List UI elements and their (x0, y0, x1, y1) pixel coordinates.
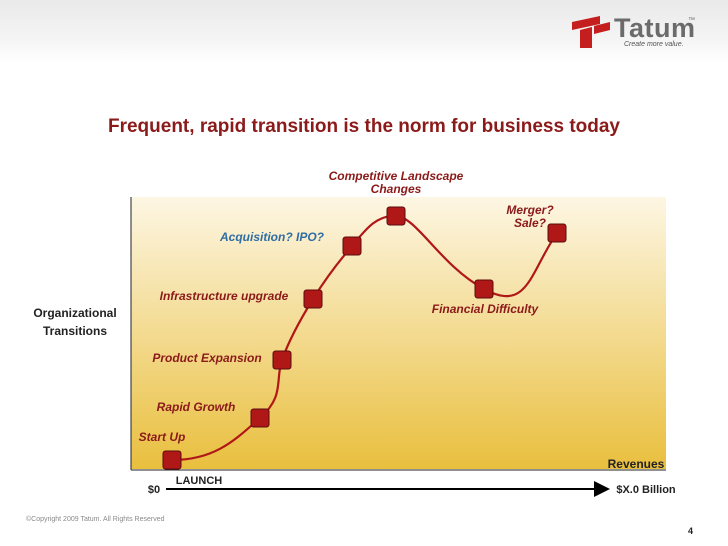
milestone-marker-competitive-landscape (386, 206, 406, 226)
milestone-markers (162, 206, 567, 470)
milestone-label-acquisition-ipo: Acquisition? IPO? (219, 230, 325, 244)
milestone-label-rapid-growth: Rapid Growth (157, 400, 236, 414)
milestone-marker-merger-sale (547, 223, 567, 243)
milestone-marker-acquisition-ipo (342, 236, 362, 256)
slide-title: Frequent, rapid transition is the norm f… (107, 116, 620, 137)
milestone-marker-financial-difficulty (474, 279, 494, 299)
milestone-label-competitive-landscape: Competitive Landscape Changes (329, 169, 464, 196)
milestone-label-financial-difficulty: Financial Difficulty (432, 302, 540, 316)
logo-trademark: ™ (688, 17, 695, 24)
tatum-logo: Tatum ™ Create more value. (570, 12, 720, 52)
diagram-background (131, 197, 666, 469)
milestone-marker-rapid-growth (250, 408, 270, 428)
launch-label: LAUNCH (176, 475, 222, 487)
milestone-label-start-up: Start Up (139, 430, 186, 444)
milestone-label-infrastructure-upgrade: Infrastructure upgrade (160, 289, 289, 303)
milestone-marker-product-expansion (272, 350, 292, 370)
revenue-start-label: $0 (148, 484, 160, 496)
x-axis-label: Revenues (608, 457, 665, 471)
header-band (0, 0, 728, 62)
page-number: 4 (688, 526, 694, 536)
milestone-marker-infrastructure-upgrade (303, 289, 323, 309)
logo-tagline: Create more value. (624, 41, 684, 48)
logo-wordmark: Tatum (614, 13, 696, 43)
milestone-marker-start-up (162, 450, 182, 470)
revenue-end-label: $X.0 Billion (616, 484, 676, 496)
tatum-logo-icon (572, 16, 610, 48)
copyright-text: ©Copyright 2009 Tatum. All Rights Reserv… (26, 516, 165, 523)
y-axis-label-line2: Transitions (43, 324, 107, 338)
y-axis-label-line1: Organizational (33, 306, 116, 320)
milestone-label-merger-sale: Merger? Sale? (506, 203, 554, 230)
milestone-label-product-expansion: Product Expansion (152, 351, 261, 365)
milestone-labels: Start Up Rapid Growth Product Expansion Inf… (139, 169, 555, 444)
